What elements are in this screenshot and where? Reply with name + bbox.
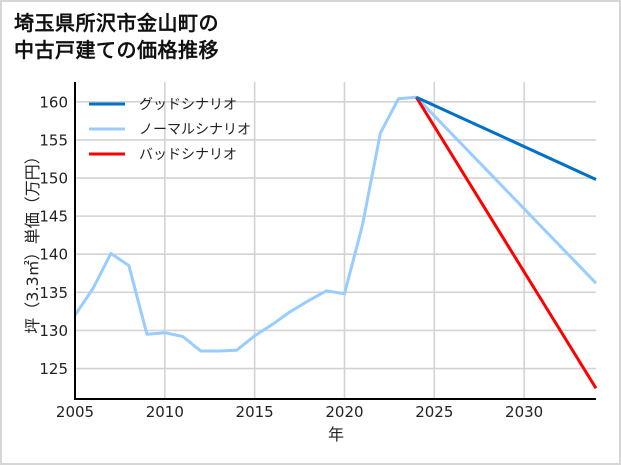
series-line-2 (415, 96, 598, 390)
y-tick-label: 125 (39, 360, 68, 378)
chart-title-line-2: 中古戸建ての価格推移 (14, 38, 219, 62)
grid-lines (74, 82, 596, 399)
x-tick-label: 2025 (415, 403, 453, 421)
y-tick-label: 130 (39, 322, 68, 340)
y-tick-label: 155 (39, 131, 68, 149)
series-line-0 (415, 95, 597, 181)
y-tick-label: 145 (39, 208, 68, 226)
legend-label-0: グッドシナリオ (139, 97, 237, 113)
x-axis-label: 年 (328, 425, 344, 444)
x-tick-label: 2030 (505, 403, 543, 421)
y-tick-label: 140 (39, 246, 68, 264)
x-tick-label: 2020 (325, 403, 363, 421)
data-series (73, 95, 598, 390)
chart-title: 埼玉県所沢市金山町の 中古戸建ての価格推移 (14, 10, 219, 64)
y-axis-label: 坪（3.3㎡）単価（万円） (23, 148, 42, 333)
x-tick-label: 2015 (236, 403, 274, 421)
tick-labels: 2005 2010 2015 2020 2025 2030 125 130 135 140 145 1… (39, 93, 543, 421)
legend-label-1: ノーマルシナリオ (139, 122, 251, 138)
series-line-1 (73, 95, 598, 353)
axes (74, 82, 596, 400)
x-tick-label: 2005 (56, 403, 94, 421)
y-tick-label: 160 (39, 93, 68, 111)
chart-title-line-1: 埼玉県所沢市金山町の (14, 11, 219, 35)
x-tick-label: 2010 (146, 403, 184, 421)
y-tick-label: 150 (39, 170, 68, 188)
y-tick-label: 135 (39, 284, 68, 302)
legend-label-2: バッドシナリオ (139, 147, 237, 163)
